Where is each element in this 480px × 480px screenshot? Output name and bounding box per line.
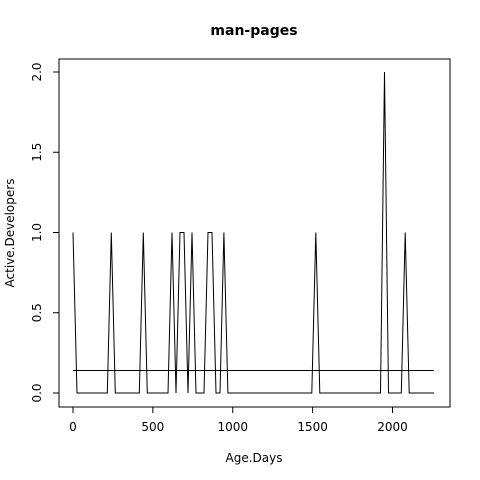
x-tick-label: 0 xyxy=(69,420,77,434)
plot-area xyxy=(73,72,434,393)
x-tick-label: 500 xyxy=(141,420,164,434)
y-tick-label: 1.5 xyxy=(30,143,44,162)
x-tick-label: 1000 xyxy=(217,420,248,434)
x-axis-label: Age.Days xyxy=(226,451,283,465)
y-axis-label: Active.Developers xyxy=(3,179,17,288)
plot-frame xyxy=(59,59,450,407)
x-tick-label: 2000 xyxy=(377,420,408,434)
y-tick-label: 1.0 xyxy=(30,223,44,242)
y-tick-label: 0.5 xyxy=(30,303,44,322)
series-line xyxy=(73,72,434,393)
y-tick-label: 0.0 xyxy=(30,383,44,402)
x-tick-label: 1500 xyxy=(297,420,328,434)
y-tick-label: 2.0 xyxy=(30,62,44,81)
x-axis: 0 500 1000 1500 2000 xyxy=(69,407,408,434)
y-axis: 0.0 0.5 1.0 1.5 2.0 xyxy=(30,62,59,402)
chart-title: man-pages xyxy=(210,23,297,39)
